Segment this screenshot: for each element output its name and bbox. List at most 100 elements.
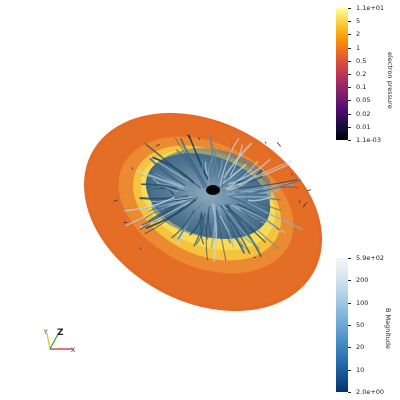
- pressure-tick-mark: [348, 47, 351, 49]
- field-streamline: [217, 159, 224, 179]
- pressure-tick-mark: [348, 60, 351, 62]
- bmag-tick-label: 20: [356, 343, 365, 352]
- bmag-tick-mark: [348, 369, 351, 371]
- field-streamline: [235, 205, 278, 229]
- field-streamline: [226, 160, 293, 191]
- field-streamline: [232, 182, 289, 193]
- field-streamline: [227, 203, 252, 231]
- bmag-tick-mark: [348, 280, 351, 282]
- field-streamline: [234, 208, 280, 250]
- field-streamline: [302, 202, 307, 208]
- field-streamline: [123, 221, 128, 224]
- field-streamline: [136, 169, 184, 188]
- pressure-tick-label: 5: [356, 17, 361, 26]
- bmag-tick-mark: [348, 392, 351, 393]
- pressure-tick-mark: [348, 113, 351, 115]
- pressure-tick-mark: [348, 74, 351, 75]
- field-streamline: [210, 146, 221, 182]
- field-streamline: [150, 157, 189, 181]
- field-streamline: [222, 163, 247, 184]
- field-streamline: [226, 160, 259, 190]
- field-streamline: [238, 179, 298, 189]
- field-streamline: [247, 196, 271, 202]
- field-streamline: [144, 205, 180, 219]
- field-streamline: [188, 134, 209, 180]
- field-streamline: [156, 144, 160, 147]
- pressure-tick-mark: [348, 100, 351, 102]
- field-streamline: [214, 205, 227, 261]
- field-streamline: [141, 183, 178, 190]
- field-streamline: [244, 196, 281, 211]
- bmag-tick-label: 50: [356, 321, 365, 329]
- field-streamline: [139, 247, 142, 250]
- field-streamline: [226, 209, 254, 230]
- field-streamline: [177, 211, 197, 240]
- bmag-tick-mark: [348, 347, 351, 349]
- pressure-tick-label: 0.1: [356, 83, 367, 92]
- field-streamline: [243, 179, 302, 195]
- pressure-colorbar: [336, 8, 348, 140]
- field-streamline: [154, 198, 194, 211]
- axis-x-label: X: [71, 347, 75, 354]
- bmag-tick-label: 100: [356, 298, 369, 307]
- field-streamline: [205, 206, 210, 261]
- field-streamline: [189, 211, 203, 236]
- bmag-tick-label: 200: [356, 276, 369, 285]
- field-streamline: [198, 137, 200, 140]
- field-streamline: [291, 173, 293, 176]
- field-streamline: [199, 215, 205, 245]
- pressure-colorbar-title: electron pressure: [386, 52, 394, 109]
- field-streamline: [240, 208, 263, 222]
- field-streamline: [181, 145, 208, 185]
- pressure-tick-mark: [348, 126, 351, 128]
- field-streamline: [223, 142, 253, 179]
- field-streamline: [219, 138, 240, 186]
- field-streamline: [141, 196, 197, 203]
- axis-z-label: Z: [57, 328, 64, 338]
- field-streamline: [210, 141, 218, 179]
- field-streamline: [221, 137, 232, 181]
- field-streamline: [200, 218, 209, 240]
- field-streamline: [204, 161, 208, 176]
- axis-y-label: Y: [43, 329, 48, 336]
- field-streamline: [246, 189, 280, 194]
- field-streamline: [219, 215, 234, 248]
- pressure-tick-mark: [348, 21, 351, 23]
- bmag-colorbar-title: B Magnitude: [384, 308, 392, 349]
- pressure-tick-label: 0.01: [356, 122, 371, 131]
- field-streamline: [113, 199, 118, 202]
- field-streamline: [144, 206, 184, 235]
- pressure-tick-label: 0.5: [356, 56, 367, 65]
- bmag-tick-label: 2.0e+00: [356, 388, 385, 396]
- bmag-tick-mark: [348, 258, 351, 259]
- pressure-tick-mark: [348, 87, 351, 89]
- bmag-tick-mark: [348, 302, 351, 304]
- field-streamline: [152, 178, 179, 192]
- field-streamline: [246, 202, 303, 230]
- field-streamline: [225, 213, 245, 254]
- field-streamline: [139, 201, 190, 228]
- field-streamline: [298, 200, 301, 204]
- field-streamline: [154, 172, 198, 193]
- field-streamline: [276, 142, 281, 147]
- field-streamline: [195, 215, 204, 245]
- pressure-tick-label: 1.1e+01: [356, 4, 385, 12]
- pressure-tick-label: 0.05: [356, 96, 371, 105]
- field-streamline: [187, 134, 190, 139]
- field-streamline: [212, 203, 217, 262]
- pressure-tick-label: 1: [356, 43, 361, 52]
- field-streamline: [193, 212, 206, 247]
- bmag-colorbar: [336, 258, 348, 392]
- field-streamline: [180, 138, 207, 188]
- field-streamline: [210, 204, 217, 249]
- pressure-tick-label: 2: [356, 30, 361, 39]
- pressure-tick-mark: [348, 140, 351, 141]
- field-streamline: [307, 189, 312, 192]
- bmag-tick-mark: [348, 325, 351, 326]
- field-streamline: [231, 204, 286, 233]
- field-streamline: [229, 216, 252, 244]
- pressure-tick-label: 1.1e-03: [356, 136, 381, 144]
- field-streamlines: [113, 134, 312, 262]
- bmag-tick-label: 10: [356, 365, 365, 374]
